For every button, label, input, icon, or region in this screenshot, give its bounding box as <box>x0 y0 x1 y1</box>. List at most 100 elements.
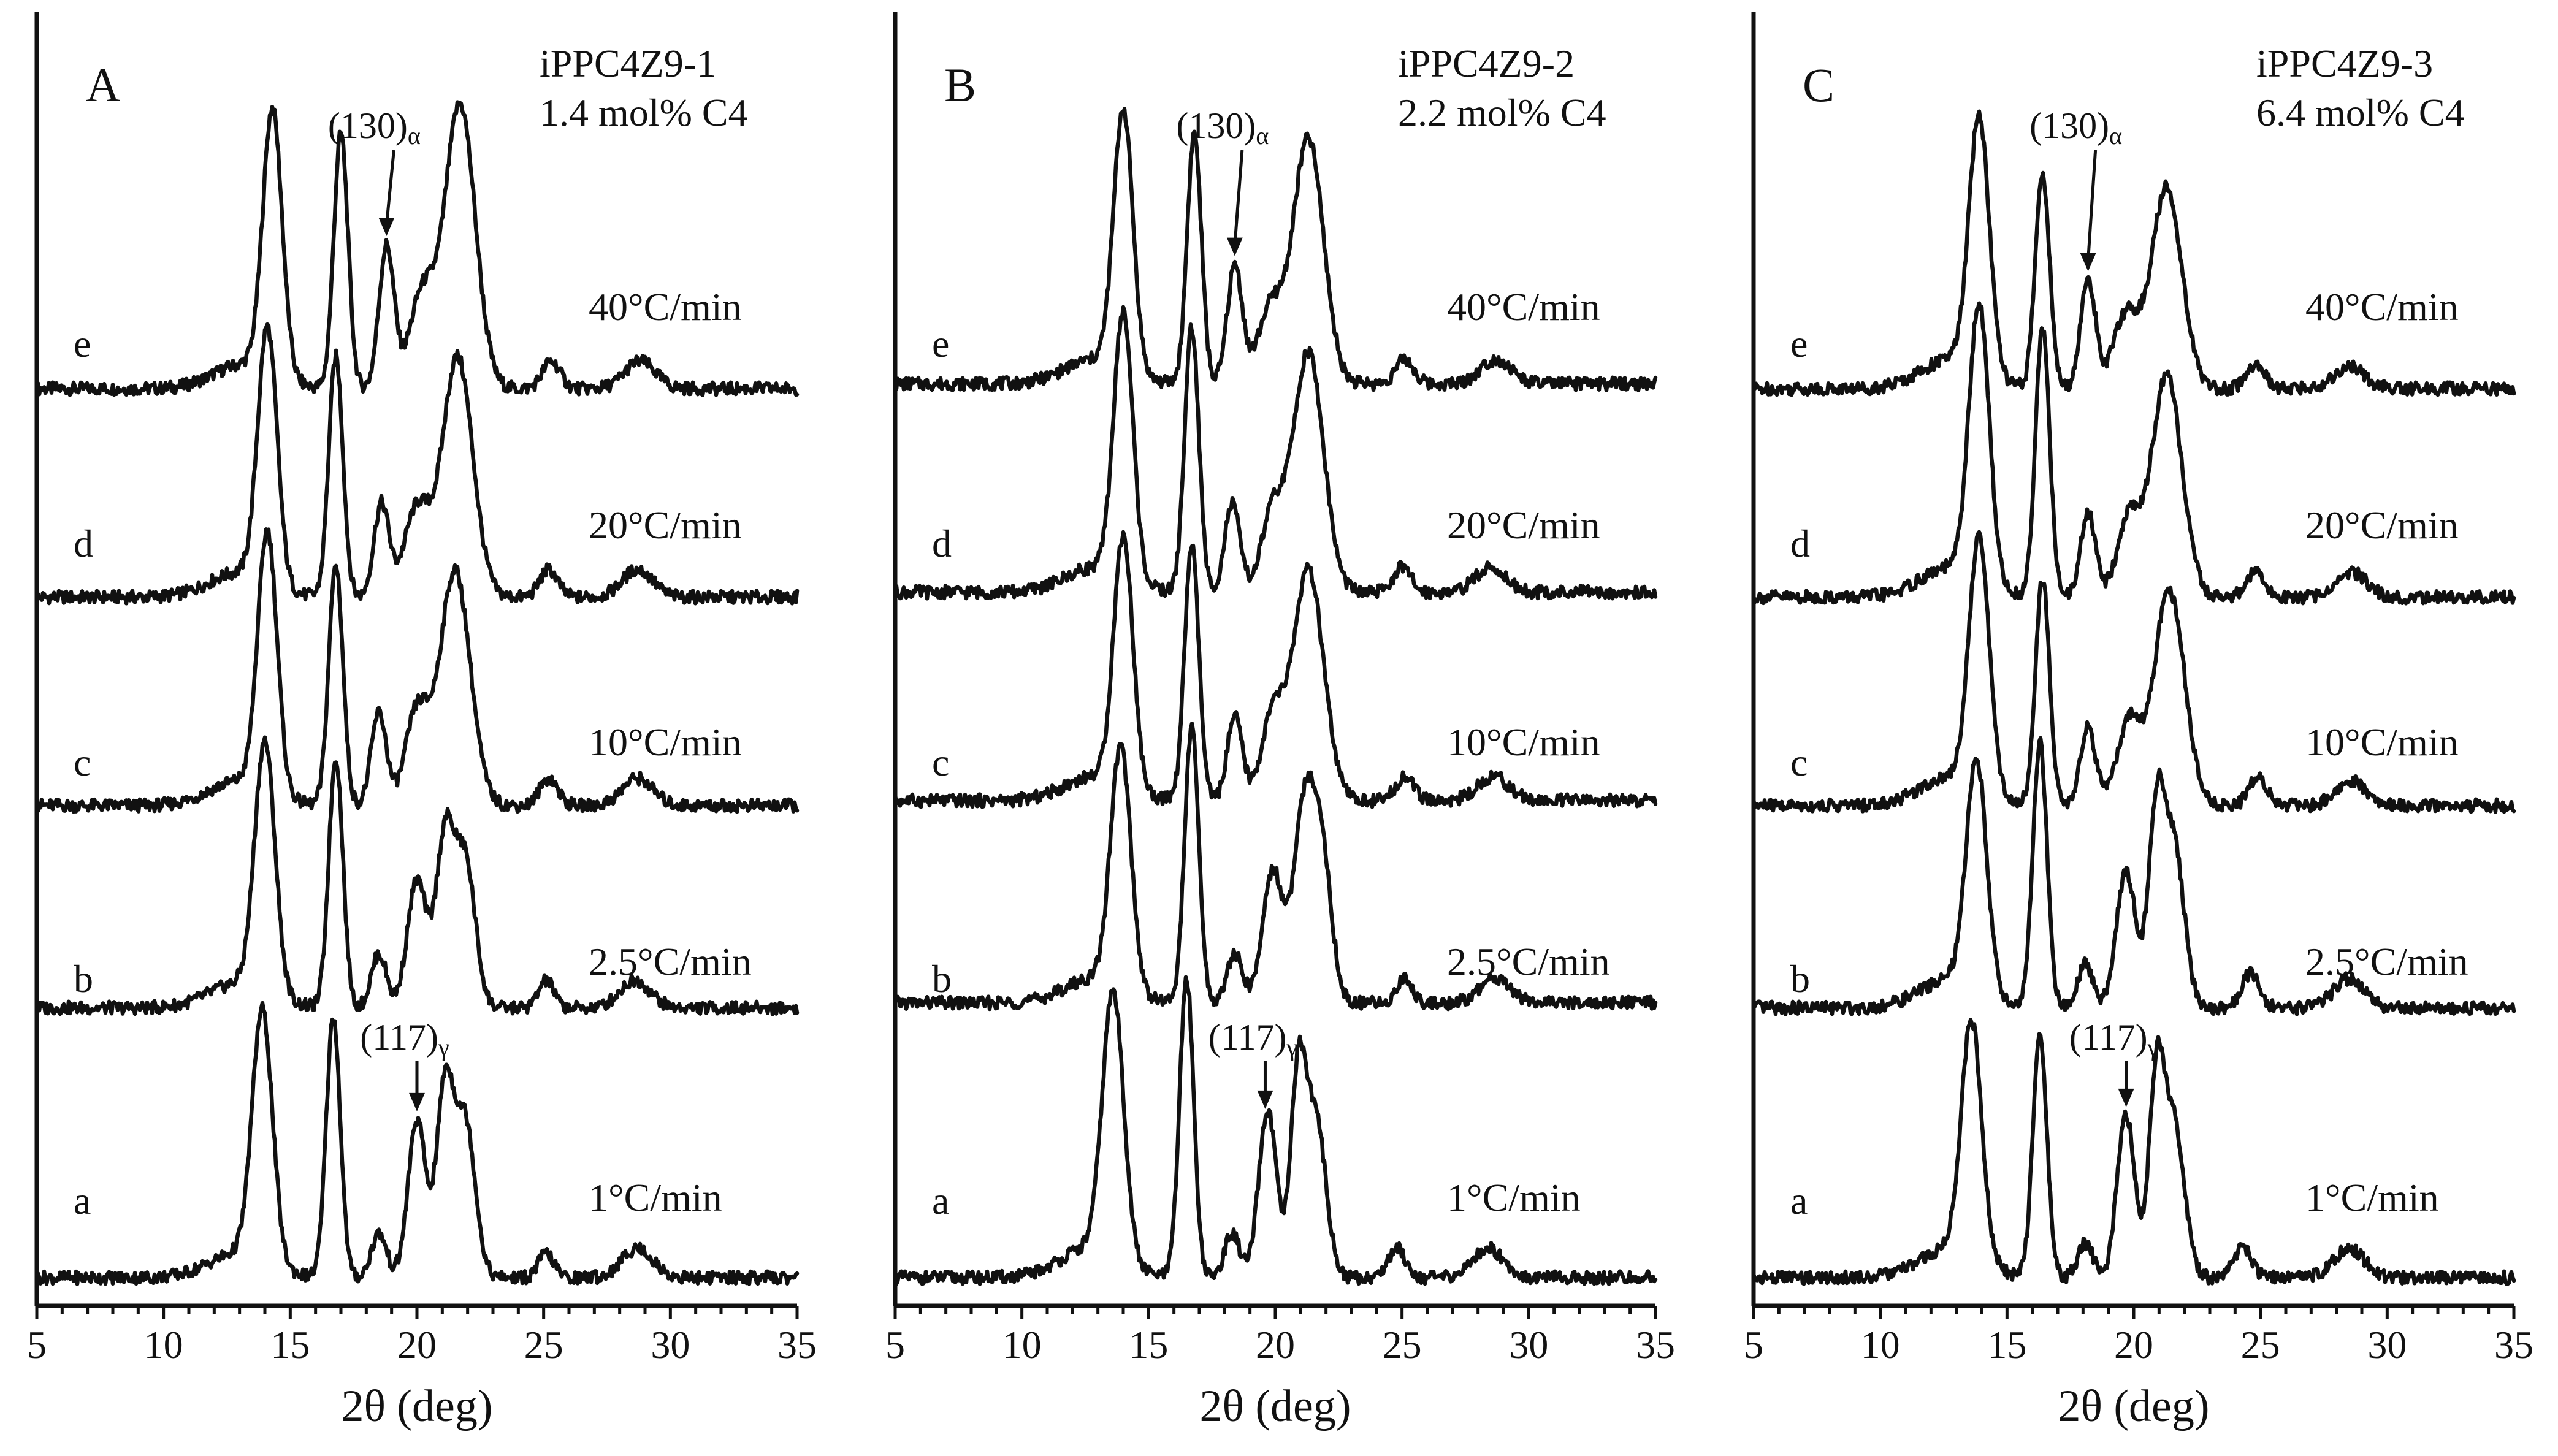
annotation-arrow-line <box>2086 150 2098 261</box>
series-curve-c <box>893 530 1658 809</box>
annotation-text: (130)α <box>1176 105 1269 150</box>
comonomer-content: 2.2 mol% C4 <box>1398 91 1606 134</box>
series-label-a: a <box>74 1179 91 1222</box>
panel-A: 5 10 15 20 25 30 35 2θ (deg) A iPPC4Z9-1 1.4 mol% … <box>27 12 817 1431</box>
annotation-arrowhead <box>378 217 395 236</box>
x-tick-label: 30 <box>651 1323 690 1366</box>
series-curve-c <box>1751 530 2516 814</box>
panel-letter: B <box>944 58 976 112</box>
series-curve-d <box>1751 301 2516 606</box>
series-label-c: c <box>932 741 949 784</box>
annotation-text: (117)γ <box>360 1017 449 1061</box>
annotation-arrowhead <box>1226 237 1243 256</box>
panel-C: 5 10 15 20 25 30 35 2θ (deg) C iPPC4Z9-3 6.4 mol% … <box>1744 12 2533 1431</box>
x-tick-label: 35 <box>1636 1323 1675 1366</box>
series-label-d: d <box>74 522 93 565</box>
annotation-arrow-line <box>384 150 395 226</box>
series-curve-b <box>893 722 1658 1012</box>
series-label-e: e <box>1790 322 1808 365</box>
series-label-c: c <box>1790 741 1808 784</box>
panel-letter: A <box>86 58 120 112</box>
annotation-arrowhead <box>409 1092 425 1111</box>
x-tick-label: 20 <box>397 1323 437 1366</box>
x-axis-title: 2θ (deg) <box>341 1381 492 1431</box>
x-tick-label: 5 <box>27 1323 47 1366</box>
cooling-rate-label: 10°C/min <box>1447 720 1600 764</box>
annotation-text: (117)γ <box>2069 1017 2158 1061</box>
panel-B: 5 10 15 20 25 30 35 2θ (deg) B iPPC4Z9-2 2.2 mol% … <box>885 12 1675 1431</box>
x-tick-label: 25 <box>524 1323 563 1366</box>
cooling-rate-label: 1°C/min <box>589 1176 722 1219</box>
cooling-rate-label: 10°C/min <box>2305 720 2459 764</box>
cooling-rate-label: 2.5°C/min <box>1447 940 1610 983</box>
x-axis-title: 2θ (deg) <box>2058 1381 2209 1431</box>
series-label-b: b <box>1790 957 1810 1001</box>
cooling-rate-label: 1°C/min <box>1447 1176 1581 1219</box>
series-curve-e <box>893 107 1658 392</box>
cooling-rate-label: 20°C/min <box>589 503 742 547</box>
series-label-e: e <box>74 322 91 365</box>
cooling-rate-label: 40°C/min <box>2305 285 2459 329</box>
annotation-top: (130)α <box>1176 105 1269 256</box>
annotation-arrowhead <box>1257 1090 1273 1109</box>
annotation-bottom: (117)γ <box>1208 1017 1297 1109</box>
series-label-b: b <box>932 957 952 1001</box>
x-tick-label: 30 <box>2367 1323 2407 1366</box>
annotation-arrow-line <box>1233 150 1244 245</box>
series-curve-b <box>1751 736 2516 1016</box>
series-curve-a <box>34 1001 800 1286</box>
x-tick-label: 10 <box>1002 1323 1042 1366</box>
sample-name: iPPC4Z9-1 <box>540 42 716 85</box>
x-tick-label: 35 <box>777 1323 817 1366</box>
series-label-d: d <box>932 522 952 565</box>
sample-name: iPPC4Z9-3 <box>2256 42 2433 85</box>
x-tick-label: 25 <box>2241 1323 2280 1366</box>
sample-name: iPPC4Z9-2 <box>1398 42 1575 85</box>
series-label-a: a <box>1790 1179 1808 1222</box>
cooling-rate-label: 20°C/min <box>2305 503 2459 547</box>
cooling-rate-label: 2.5°C/min <box>589 940 752 983</box>
series-curve-d <box>893 305 1658 601</box>
cooling-rate-label: 20°C/min <box>1447 503 1600 547</box>
series-label-a: a <box>932 1179 949 1222</box>
panel-letter: C <box>1803 58 1835 112</box>
x-tick-label: 5 <box>1744 1323 1763 1366</box>
series-label-d: d <box>1790 522 1810 565</box>
x-tick-label: 35 <box>2494 1323 2533 1366</box>
x-tick-label: 30 <box>1509 1323 1548 1366</box>
series-curve-a <box>1751 1018 2516 1286</box>
annotation-arrowhead <box>2080 253 2096 272</box>
annotation-top: (130)α <box>2029 105 2122 272</box>
comonomer-content: 1.4 mol% C4 <box>540 91 748 134</box>
x-tick-label: 5 <box>885 1323 905 1366</box>
x-tick-label: 25 <box>1383 1323 1422 1366</box>
x-axis-title: 2θ (deg) <box>1199 1381 1351 1431</box>
comonomer-content: 6.4 mol% C4 <box>2256 91 2465 134</box>
series-curve-e <box>1751 109 2516 397</box>
annotation-arrowhead <box>2118 1088 2134 1107</box>
annotation-text: (130)α <box>2029 105 2122 150</box>
series-curve-a <box>893 975 1658 1286</box>
cooling-rate-label: 1°C/min <box>2305 1176 2439 1219</box>
annotation-top: (130)α <box>328 105 421 236</box>
cooling-rate-label: 40°C/min <box>589 285 742 329</box>
x-tick-label: 20 <box>1256 1323 1295 1366</box>
cooling-rate-label: 10°C/min <box>589 720 742 764</box>
series-label-c: c <box>74 741 91 784</box>
annotation-text: (117)γ <box>1208 1017 1297 1061</box>
cooling-rate-label: 2.5°C/min <box>2305 940 2468 983</box>
series-curve-c <box>34 527 800 814</box>
series-label-b: b <box>74 957 93 1001</box>
annotation-bottom: (117)γ <box>360 1017 449 1111</box>
series-curve-d <box>34 322 800 606</box>
x-tick-label: 15 <box>1987 1323 2026 1366</box>
x-tick-label: 10 <box>144 1323 183 1366</box>
annotation-bottom: (117)γ <box>2069 1017 2158 1107</box>
series-label-e: e <box>932 322 949 365</box>
annotation-text: (130)α <box>328 105 421 150</box>
x-tick-label: 15 <box>270 1323 310 1366</box>
series-curve-e <box>34 100 800 397</box>
cooling-rate-label: 40°C/min <box>1447 285 1600 329</box>
